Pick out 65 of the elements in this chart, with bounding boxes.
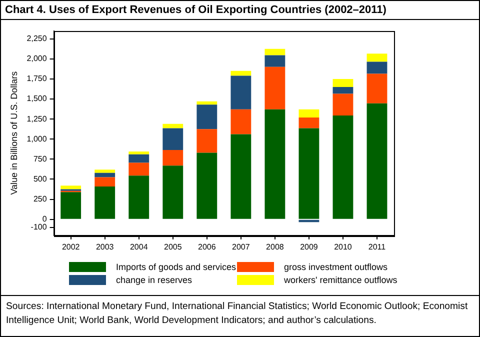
bar [264,55,286,67]
x-tick-label: 2007 [232,242,250,252]
bar [162,124,184,128]
bar [196,129,218,153]
bar [60,186,82,190]
bar [196,101,218,105]
bar [196,104,218,130]
y-tick-label: 1,000 [26,134,48,144]
y-tick-label: 500 [33,174,48,184]
bar [162,166,184,219]
x-tick-label: 2002 [62,242,80,252]
bar [332,86,354,94]
bar [230,76,252,110]
y-axis-title: Value in Billions of U.S. Dollars [8,70,19,195]
bar [366,74,388,104]
bar [162,150,184,166]
bar [196,152,218,219]
bar [60,192,82,219]
bar [230,70,252,76]
y-tick-label: 1,500 [26,94,48,104]
bar [230,134,252,219]
chart-title: Chart 4. Uses of Export Revenues of Oil Exporting Countries (2002–2011) [1,1,479,20]
bar [298,117,320,128]
y-tick-label: 250 [33,194,48,204]
bar [94,177,116,186]
y-tick-label: 2,000 [26,54,48,64]
x-tick-label: 2005 [164,242,182,252]
bar [366,62,388,74]
bar [94,172,116,178]
x-tick-label: 2003 [96,242,114,252]
legend-label: change in reserves [116,275,192,285]
bar [264,66,286,110]
bar [128,152,150,154]
bar [298,109,320,118]
x-tick-label: 2008 [266,242,284,252]
source-note: Sources: International Monetary Fund, International Financial Statistics; World Economic Outlook; Economist Intelligence Unit; World Bank, World Development Indicators; and author’s calculations. [1,295,479,336]
bar [162,128,184,150]
bar [332,94,354,116]
bar [94,170,116,173]
bar [298,128,320,219]
x-tick-label: 2011 [368,242,386,252]
bar [332,78,354,87]
bar [128,162,150,176]
bar [332,115,354,219]
bar [264,109,286,219]
bar [230,109,252,134]
y-tick-label: 2,250 [26,34,48,44]
bar [128,176,150,219]
y-tick-label: 0 [42,214,48,224]
y-tick-label: 1,750 [26,74,48,84]
x-tick-label: 2010 [334,242,352,252]
legend-label: Imports of goods and services [116,262,236,272]
y-tick-label: -100 [30,222,48,232]
bar [128,154,150,163]
bar [366,103,388,219]
bar [94,186,116,219]
bar [264,48,286,56]
legend-label: gross investment outflows [284,262,388,272]
x-tick-label: 2004 [130,242,148,252]
x-tick-label: 2009 [300,242,318,252]
y-tick-label: 750 [33,154,48,164]
bar [366,54,388,62]
x-tick-label: 2006 [198,242,216,252]
legend-label: workers' remittance outflows [284,275,398,285]
y-tick-label: 1,250 [26,114,48,124]
